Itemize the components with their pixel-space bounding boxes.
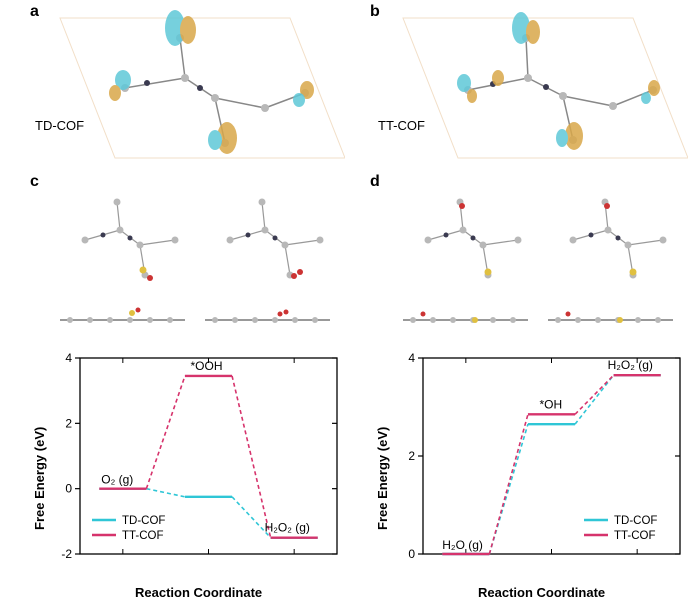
chart-e-xlabel: Reaction Coordinate xyxy=(135,585,262,600)
svg-text:H₂O₂ (g): H₂O₂ (g) xyxy=(608,358,653,372)
svg-text:TT-COF: TT-COF xyxy=(614,530,656,542)
orbital-render-td xyxy=(55,8,345,163)
svg-text:H₂O₂ (g): H₂O₂ (g) xyxy=(265,521,310,535)
geom-render-td xyxy=(45,180,345,340)
chart-f-xlabel: Reaction Coordinate xyxy=(478,585,605,600)
chart-e-ylabel: Free Energy (eV) xyxy=(32,427,47,530)
geom-render-tt xyxy=(388,180,688,340)
svg-text:*OOH: *OOH xyxy=(191,359,223,373)
svg-text:4: 4 xyxy=(65,352,72,365)
chart-f: 0 2 4 H₂O (g) *OH H₂O₂ (g) TD-COF TT-COF xyxy=(393,352,688,582)
svg-text:2: 2 xyxy=(65,416,72,430)
svg-text:H₂O (g): H₂O (g) xyxy=(442,538,483,552)
svg-text:0: 0 xyxy=(408,547,415,561)
svg-text:4: 4 xyxy=(408,352,415,365)
panel-label-b: b xyxy=(370,3,380,21)
panel-label-c: c xyxy=(30,173,39,191)
svg-text:TT-COF: TT-COF xyxy=(122,530,164,542)
panel-label-d: d xyxy=(370,173,380,191)
svg-text:0: 0 xyxy=(65,482,72,496)
svg-text:O₂ (g): O₂ (g) xyxy=(101,473,133,487)
svg-text:-2: -2 xyxy=(61,547,72,561)
svg-text:*OH: *OH xyxy=(540,397,563,411)
svg-text:TD-COF: TD-COF xyxy=(122,515,165,527)
svg-text:TD-COF: TD-COF xyxy=(614,515,657,527)
chart-f-ylabel: Free Energy (eV) xyxy=(375,427,390,530)
chart-e: -2 0 2 4 O₂ (g) *OOH H₂O₂ (g) TD-COF TT-COF xyxy=(50,352,345,582)
panel-label-a: a xyxy=(30,3,39,21)
orbital-render-tt xyxy=(398,8,688,163)
svg-text:2: 2 xyxy=(408,449,415,463)
